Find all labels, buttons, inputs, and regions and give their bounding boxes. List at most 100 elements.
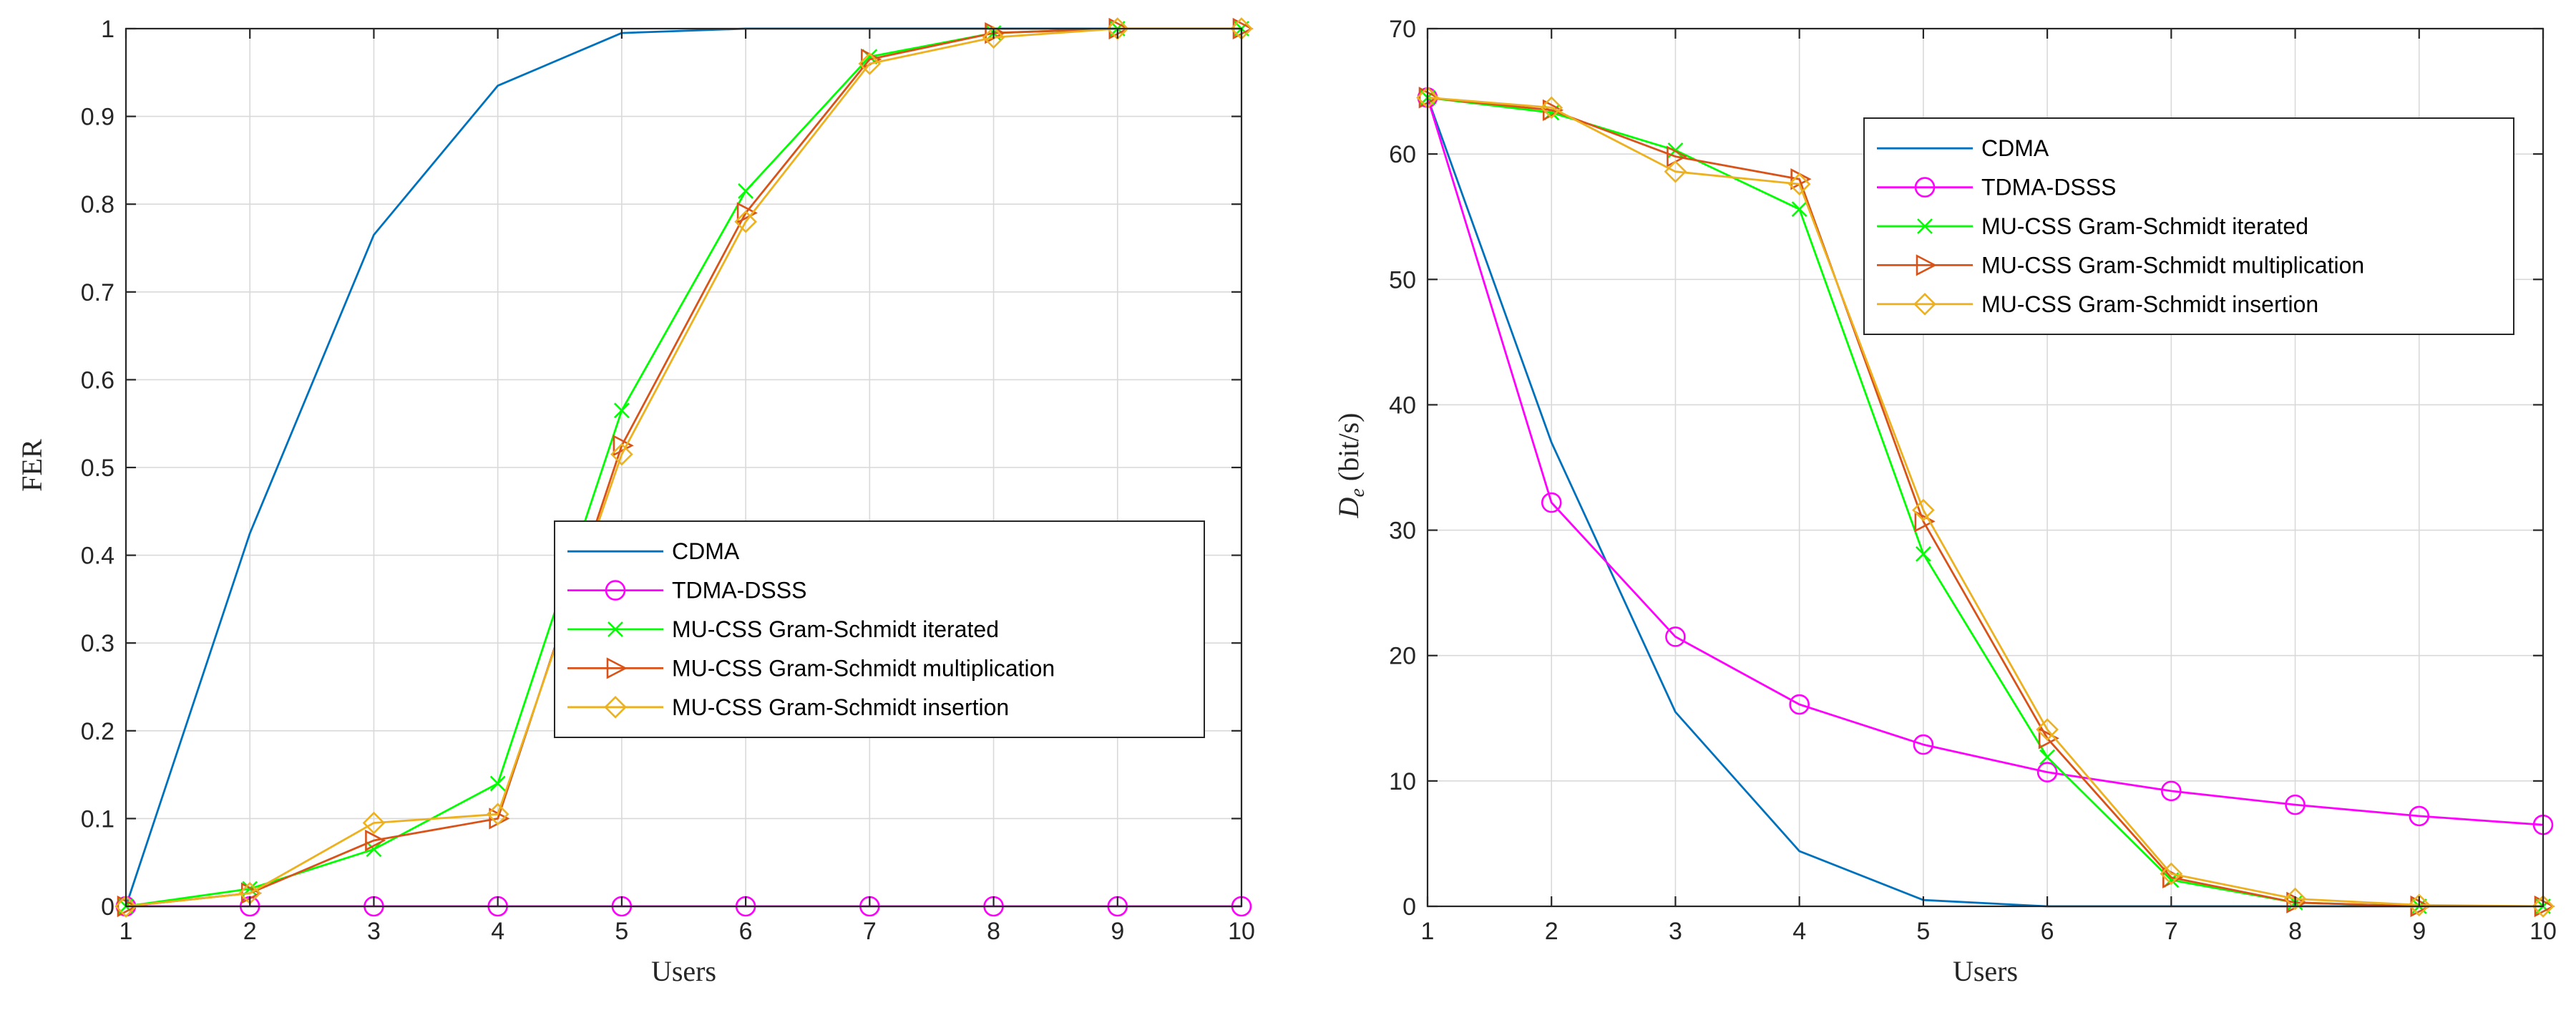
chart-panel-2: 1 2 3 4 5 6 7 8 9 10 0 10 20 30 40 50 60 70 Users De (bit/s… xyxy=(1332,16,2557,987)
x-tick-label: 2 xyxy=(243,918,257,945)
data-point xyxy=(366,841,382,858)
legend-marker xyxy=(604,695,627,719)
data-point xyxy=(2038,727,2059,750)
series-line xyxy=(1427,96,2544,908)
x-tick-label: 6 xyxy=(2041,918,2054,945)
y-tick-label: 30 xyxy=(1389,518,1416,545)
x-tick-label: 10 xyxy=(1228,918,1255,945)
data-point xyxy=(2285,794,2306,815)
series-line xyxy=(1427,96,2543,908)
y-tick-label: 0 xyxy=(1402,893,1416,921)
x-tick-label: 5 xyxy=(615,918,628,945)
data-point xyxy=(1914,510,1936,533)
series-line xyxy=(1426,97,2544,826)
x-tick-label: 2 xyxy=(1545,918,1558,945)
chart-panel-1: 1 2 3 4 5 6 7 8 9 10 0 0.1 0.2 0.3 0.4 0.5 0.6 0.7 0.8 0.9 1… xyxy=(16,16,1255,987)
legend-marker xyxy=(606,657,628,679)
data-point xyxy=(2161,780,2182,802)
legend-label: MU-CSS Gram-Schmidt insertion xyxy=(1981,291,2318,317)
data-point xyxy=(1789,694,1810,715)
data-point xyxy=(2036,762,2058,782)
data-point xyxy=(2283,887,2307,911)
y-tick-label: 0 xyxy=(101,893,114,921)
legend-marker xyxy=(1917,218,1933,234)
y-tick-label: 0.3 xyxy=(81,630,114,657)
legend-marker xyxy=(605,580,626,601)
series-line xyxy=(125,27,1241,908)
series-mu-css-gram-schmidt-insertion xyxy=(114,17,1253,918)
y-tick-label: 1 xyxy=(101,16,114,43)
y-tick-label: 70 xyxy=(1389,16,1416,43)
x-axis-title: Users xyxy=(651,955,716,987)
data-point xyxy=(2532,895,2555,918)
legend-label: MU-CSS Gram-Schmidt insertion xyxy=(672,694,1009,720)
data-point xyxy=(2407,893,2431,917)
y-tick-label: 0.2 xyxy=(81,718,114,745)
y-tick-label: 0.9 xyxy=(81,104,114,131)
x-tick-label: 5 xyxy=(1916,918,1930,945)
data-point xyxy=(1667,145,1688,168)
y-tick-label: 10 xyxy=(1389,768,1416,795)
y-tick-label: 0.7 xyxy=(81,279,114,306)
data-point xyxy=(610,442,633,466)
x-tick-label: 7 xyxy=(2165,918,2178,945)
legend-label: TDMA-DSSS xyxy=(672,578,806,604)
x-tick-label: 8 xyxy=(2288,918,2302,945)
x-tick-label: 1 xyxy=(1421,918,1435,945)
data-point xyxy=(365,829,386,852)
data-point xyxy=(613,402,630,419)
data-point xyxy=(1912,498,1935,522)
legend-label: MU-CSS Gram-Schmidt iterated xyxy=(672,616,999,642)
y-axis-title: FER xyxy=(16,439,48,492)
data-point xyxy=(734,210,757,233)
x-tick-label: 6 xyxy=(739,918,753,945)
data-point xyxy=(489,775,506,792)
data-point xyxy=(2036,718,2059,741)
data-point xyxy=(1791,201,1807,218)
data-point xyxy=(1418,87,1440,109)
y-axis-title: De (bit/s) xyxy=(1332,413,1369,519)
data-point xyxy=(858,52,882,75)
y-tick-label: 40 xyxy=(1389,392,1416,419)
x-axis-title: Users xyxy=(1953,955,2018,987)
data-point xyxy=(2409,805,2430,827)
data-point xyxy=(1665,626,1686,647)
x-tick-label: 4 xyxy=(491,918,504,945)
legend-marker xyxy=(1913,292,1936,316)
x-tick-label: 8 xyxy=(987,918,1000,945)
legend-label: CDMA xyxy=(1981,135,2049,161)
series-mu-css-gram-schmidt-insertion xyxy=(1416,86,2555,918)
y-tick-label: 50 xyxy=(1389,266,1416,294)
y-tick-label: 20 xyxy=(1389,643,1416,670)
data-point xyxy=(486,803,509,826)
x-tick-label: 4 xyxy=(1792,918,1806,945)
x-tick-label: 1 xyxy=(119,918,133,945)
legend-box xyxy=(554,520,1205,738)
y-tick-label: 0.1 xyxy=(81,805,114,833)
legend-label: CDMA xyxy=(672,538,740,564)
data-point xyxy=(362,811,386,835)
x-tick-label: 9 xyxy=(2412,918,2426,945)
y-tick-label: 0.4 xyxy=(81,543,114,570)
data-point xyxy=(114,895,137,918)
legend: CDMA TDMA-DSSS MU-CSS Gram-Schmidt iterate… xyxy=(554,520,1205,738)
x-tick-label: 3 xyxy=(367,918,381,945)
data-point xyxy=(736,202,758,224)
x-tick-label: 9 xyxy=(1111,918,1124,945)
x-tick-label: 10 xyxy=(2529,918,2557,945)
data-point xyxy=(2039,749,2056,765)
legend-label: MU-CSS Gram-Schmidt multiplication xyxy=(1981,252,2364,278)
series-line xyxy=(125,27,1241,908)
legend-marker xyxy=(608,621,623,637)
legend-label: TDMA-DSSS xyxy=(1981,175,2116,200)
y-tick-label: 60 xyxy=(1389,141,1416,168)
data-point xyxy=(1787,173,1811,196)
data-point xyxy=(1540,96,1563,120)
data-point xyxy=(1541,492,1562,513)
data-point xyxy=(1915,546,1931,562)
axes-box xyxy=(1426,27,2545,908)
data-point xyxy=(1664,160,1687,183)
data-point xyxy=(738,183,754,199)
y-tick-label: 0.6 xyxy=(81,367,114,394)
